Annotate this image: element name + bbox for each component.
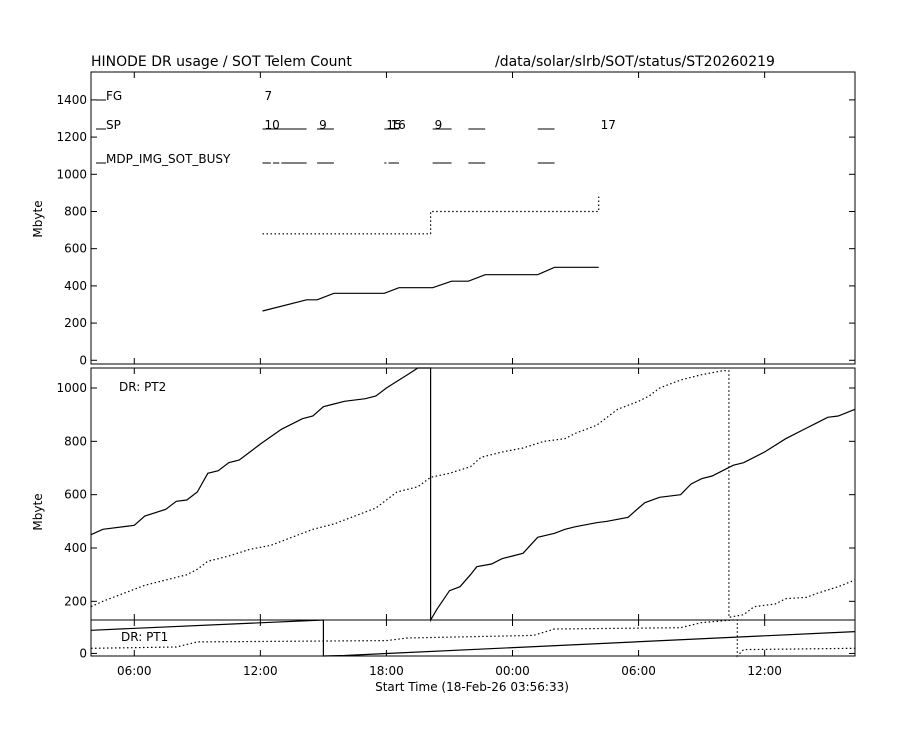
- y-tick-label: 0: [79, 353, 87, 367]
- plot-frame: [90, 367, 856, 621]
- plot-frame: [90, 619, 856, 657]
- series-line-solid: [90, 367, 856, 623]
- y-axis-label-top: Mbyte: [31, 200, 45, 237]
- obs-count-label: 9: [435, 118, 443, 132]
- series-line-solid: [262, 266, 599, 312]
- y-tick-label: 600: [64, 242, 87, 256]
- obs-count-label: 7: [264, 89, 272, 103]
- dr-pt2-panel: 200 400 600 800 1000 DR: PT2: [56, 367, 856, 623]
- x-tick-label: 06:00: [621, 664, 656, 678]
- series-line-solid: [90, 619, 856, 657]
- row-label: SP: [106, 118, 121, 132]
- x-axis-title: Start Time (18-Feb-26 03:56:33): [375, 680, 569, 694]
- x-tick-label: 12:00: [243, 664, 278, 678]
- y-tick-label: 400: [64, 279, 87, 293]
- y-tick-label: 1000: [56, 381, 87, 395]
- y-tick-label: 1000: [56, 167, 87, 181]
- data-path: /data/solar/slrb/SOT/status/ST20260219: [495, 54, 775, 70]
- obs-count-label: 9: [319, 118, 327, 132]
- y-tick-label: 200: [64, 316, 87, 330]
- series-line-dotted: [262, 196, 600, 235]
- obs-count-label: 16: [391, 118, 406, 132]
- y-tick-label: 200: [64, 594, 87, 608]
- y-tick-label: 0: [79, 646, 87, 660]
- x-tick-label: 18:00: [369, 664, 404, 678]
- y-tick-label: 1200: [56, 130, 87, 144]
- row-label: FG: [106, 89, 122, 103]
- y-axis-label-mid: Mbyte: [31, 493, 45, 530]
- obs-count-label: 17: [601, 118, 616, 132]
- y-tick-label: 800: [64, 204, 87, 218]
- obs-count-label: 10: [264, 118, 279, 132]
- row-label: MDP_IMG_SOT_BUSY: [106, 152, 231, 166]
- dr-pt1-panel: 0 DR: PT1 06:00 12:00 18:00 00:00 06:00 12:00: [79, 619, 856, 678]
- panel-annotation: DR: PT2: [119, 380, 166, 394]
- panel-annotation: DR: PT1: [121, 630, 168, 644]
- y-tick-label: 1400: [56, 93, 87, 107]
- x-tick-label: 06:00: [117, 664, 152, 678]
- series-line-dotted: [90, 370, 856, 619]
- plot-frame: [90, 71, 856, 365]
- chart-title: HINODE DR usage / SOT Telem Count: [91, 54, 352, 70]
- x-tick-label: 00:00: [495, 664, 530, 678]
- y-tick-label: 400: [64, 541, 87, 555]
- y-tick-label: 600: [64, 488, 87, 502]
- x-tick-label: 12:00: [747, 664, 782, 678]
- series-line-dotted: [90, 619, 856, 658]
- y-tick-label: 800: [64, 434, 87, 448]
